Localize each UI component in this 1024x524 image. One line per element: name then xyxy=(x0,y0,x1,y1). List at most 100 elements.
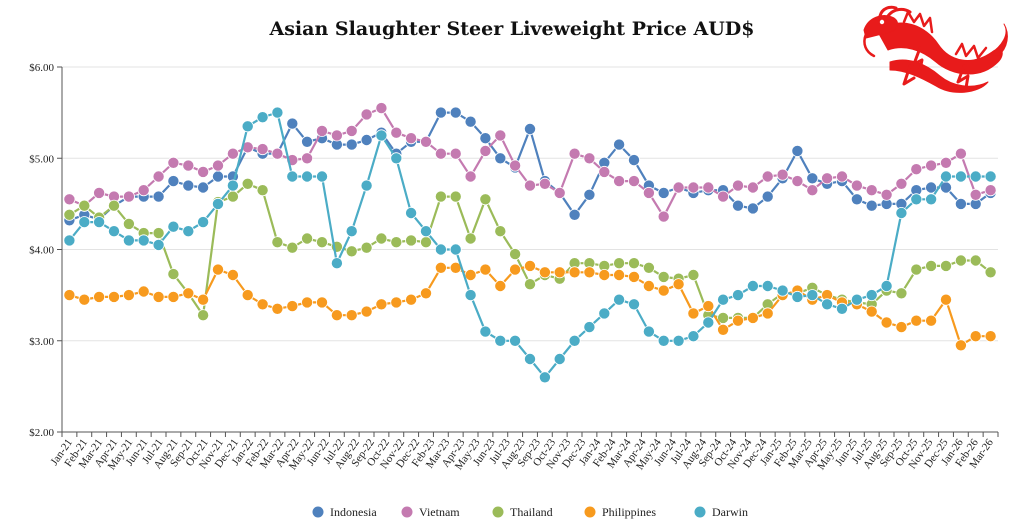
data-point-thailand xyxy=(717,311,730,324)
series-vietnam xyxy=(63,102,997,223)
data-point-vietnam xyxy=(642,186,655,199)
data-point-vietnam xyxy=(360,108,373,121)
data-point-thailand xyxy=(509,248,522,261)
data-point-darwin xyxy=(301,170,314,183)
data-point-vietnam xyxy=(182,159,195,172)
legend-label-thailand: Thailand xyxy=(510,505,553,519)
data-point-vietnam xyxy=(910,163,923,176)
data-point-darwin xyxy=(940,170,953,183)
data-point-darwin xyxy=(672,334,685,347)
legend-item-indonesia[interactable]: Indonesia xyxy=(312,505,378,519)
data-point-indonesia xyxy=(524,123,537,136)
data-point-philippines xyxy=(241,289,254,302)
data-point-philippines xyxy=(256,298,269,311)
data-point-vietnam xyxy=(479,144,492,157)
data-point-vietnam xyxy=(687,181,700,194)
data-point-philippines xyxy=(628,270,641,283)
data-point-philippines xyxy=(969,330,982,343)
data-point-indonesia xyxy=(761,190,774,203)
data-point-vietnam xyxy=(226,147,239,160)
data-point-thailand xyxy=(197,309,210,322)
data-point-darwin xyxy=(182,225,195,238)
data-point-philippines xyxy=(538,266,551,279)
data-point-vietnam xyxy=(702,181,715,194)
data-point-indonesia xyxy=(182,179,195,192)
data-point-vietnam xyxy=(969,188,982,201)
data-point-philippines xyxy=(434,261,447,274)
data-point-vietnam xyxy=(672,181,685,194)
data-point-philippines xyxy=(108,290,121,303)
data-point-indonesia xyxy=(464,115,477,128)
data-point-indonesia xyxy=(657,186,670,199)
data-point-darwin xyxy=(969,170,982,183)
data-point-darwin xyxy=(791,290,804,303)
data-point-philippines xyxy=(553,266,566,279)
data-point-darwin xyxy=(315,170,328,183)
data-point-darwin xyxy=(449,243,462,256)
legend-marker-thailand xyxy=(492,506,504,518)
data-point-darwin xyxy=(197,216,210,229)
data-point-thailand xyxy=(895,287,908,300)
red-dragon-icon xyxy=(863,5,1008,93)
data-point-indonesia xyxy=(211,170,224,183)
data-point-darwin xyxy=(405,206,418,219)
data-point-indonesia xyxy=(301,135,314,148)
data-point-darwin xyxy=(256,111,269,124)
data-point-indonesia xyxy=(345,138,358,151)
data-point-thailand xyxy=(419,236,432,249)
data-point-indonesia xyxy=(360,133,373,146)
legend-marker-philippines xyxy=(584,506,596,518)
data-point-philippines xyxy=(330,309,343,322)
data-point-indonesia xyxy=(850,193,863,206)
data-point-philippines xyxy=(122,289,135,302)
data-point-vietnam xyxy=(954,147,967,160)
data-point-thailand xyxy=(122,217,135,230)
data-point-indonesia xyxy=(628,154,641,167)
data-point-vietnam xyxy=(895,177,908,190)
data-point-thailand xyxy=(642,261,655,274)
data-point-vietnam xyxy=(152,170,165,183)
data-point-darwin xyxy=(479,325,492,338)
data-point-indonesia xyxy=(806,172,819,185)
data-point-philippines xyxy=(672,278,685,291)
data-point-darwin xyxy=(880,279,893,292)
data-point-thailand xyxy=(78,199,91,212)
data-point-philippines xyxy=(880,316,893,329)
legend-item-philippines[interactable]: Philippines xyxy=(584,505,657,519)
data-point-philippines xyxy=(657,284,670,297)
data-point-vietnam xyxy=(509,159,522,172)
data-point-darwin xyxy=(553,352,566,365)
data-point-thailand xyxy=(910,263,923,276)
data-point-philippines xyxy=(895,321,908,334)
legend-item-darwin[interactable]: Darwin xyxy=(694,505,749,519)
data-point-thailand xyxy=(969,254,982,267)
data-point-darwin xyxy=(583,321,596,334)
data-point-philippines xyxy=(865,305,878,318)
data-point-philippines xyxy=(509,263,522,276)
data-point-vietnam xyxy=(345,124,358,137)
legend-marker-darwin xyxy=(694,506,706,518)
data-point-thailand xyxy=(494,225,507,238)
data-point-vietnam xyxy=(821,172,834,185)
data-point-philippines xyxy=(732,314,745,327)
data-point-darwin xyxy=(167,220,180,233)
data-point-philippines xyxy=(984,330,997,343)
legend-item-thailand[interactable]: Thailand xyxy=(492,505,553,519)
legend-item-vietnam[interactable]: Vietnam xyxy=(401,505,461,519)
data-point-philippines xyxy=(93,290,106,303)
data-point-thailand xyxy=(345,245,358,258)
data-point-indonesia xyxy=(791,144,804,157)
legend-label-indonesia: Indonesia xyxy=(330,505,377,519)
data-point-philippines xyxy=(211,263,224,276)
data-point-darwin xyxy=(226,179,239,192)
data-point-vietnam xyxy=(93,186,106,199)
data-point-vietnam xyxy=(197,165,210,178)
data-point-thailand xyxy=(167,268,180,281)
data-point-vietnam xyxy=(940,156,953,169)
data-point-philippines xyxy=(598,268,611,281)
data-point-thailand xyxy=(63,208,76,221)
data-point-philippines xyxy=(137,285,150,298)
data-point-darwin xyxy=(895,206,908,219)
data-point-thailand xyxy=(241,177,254,190)
